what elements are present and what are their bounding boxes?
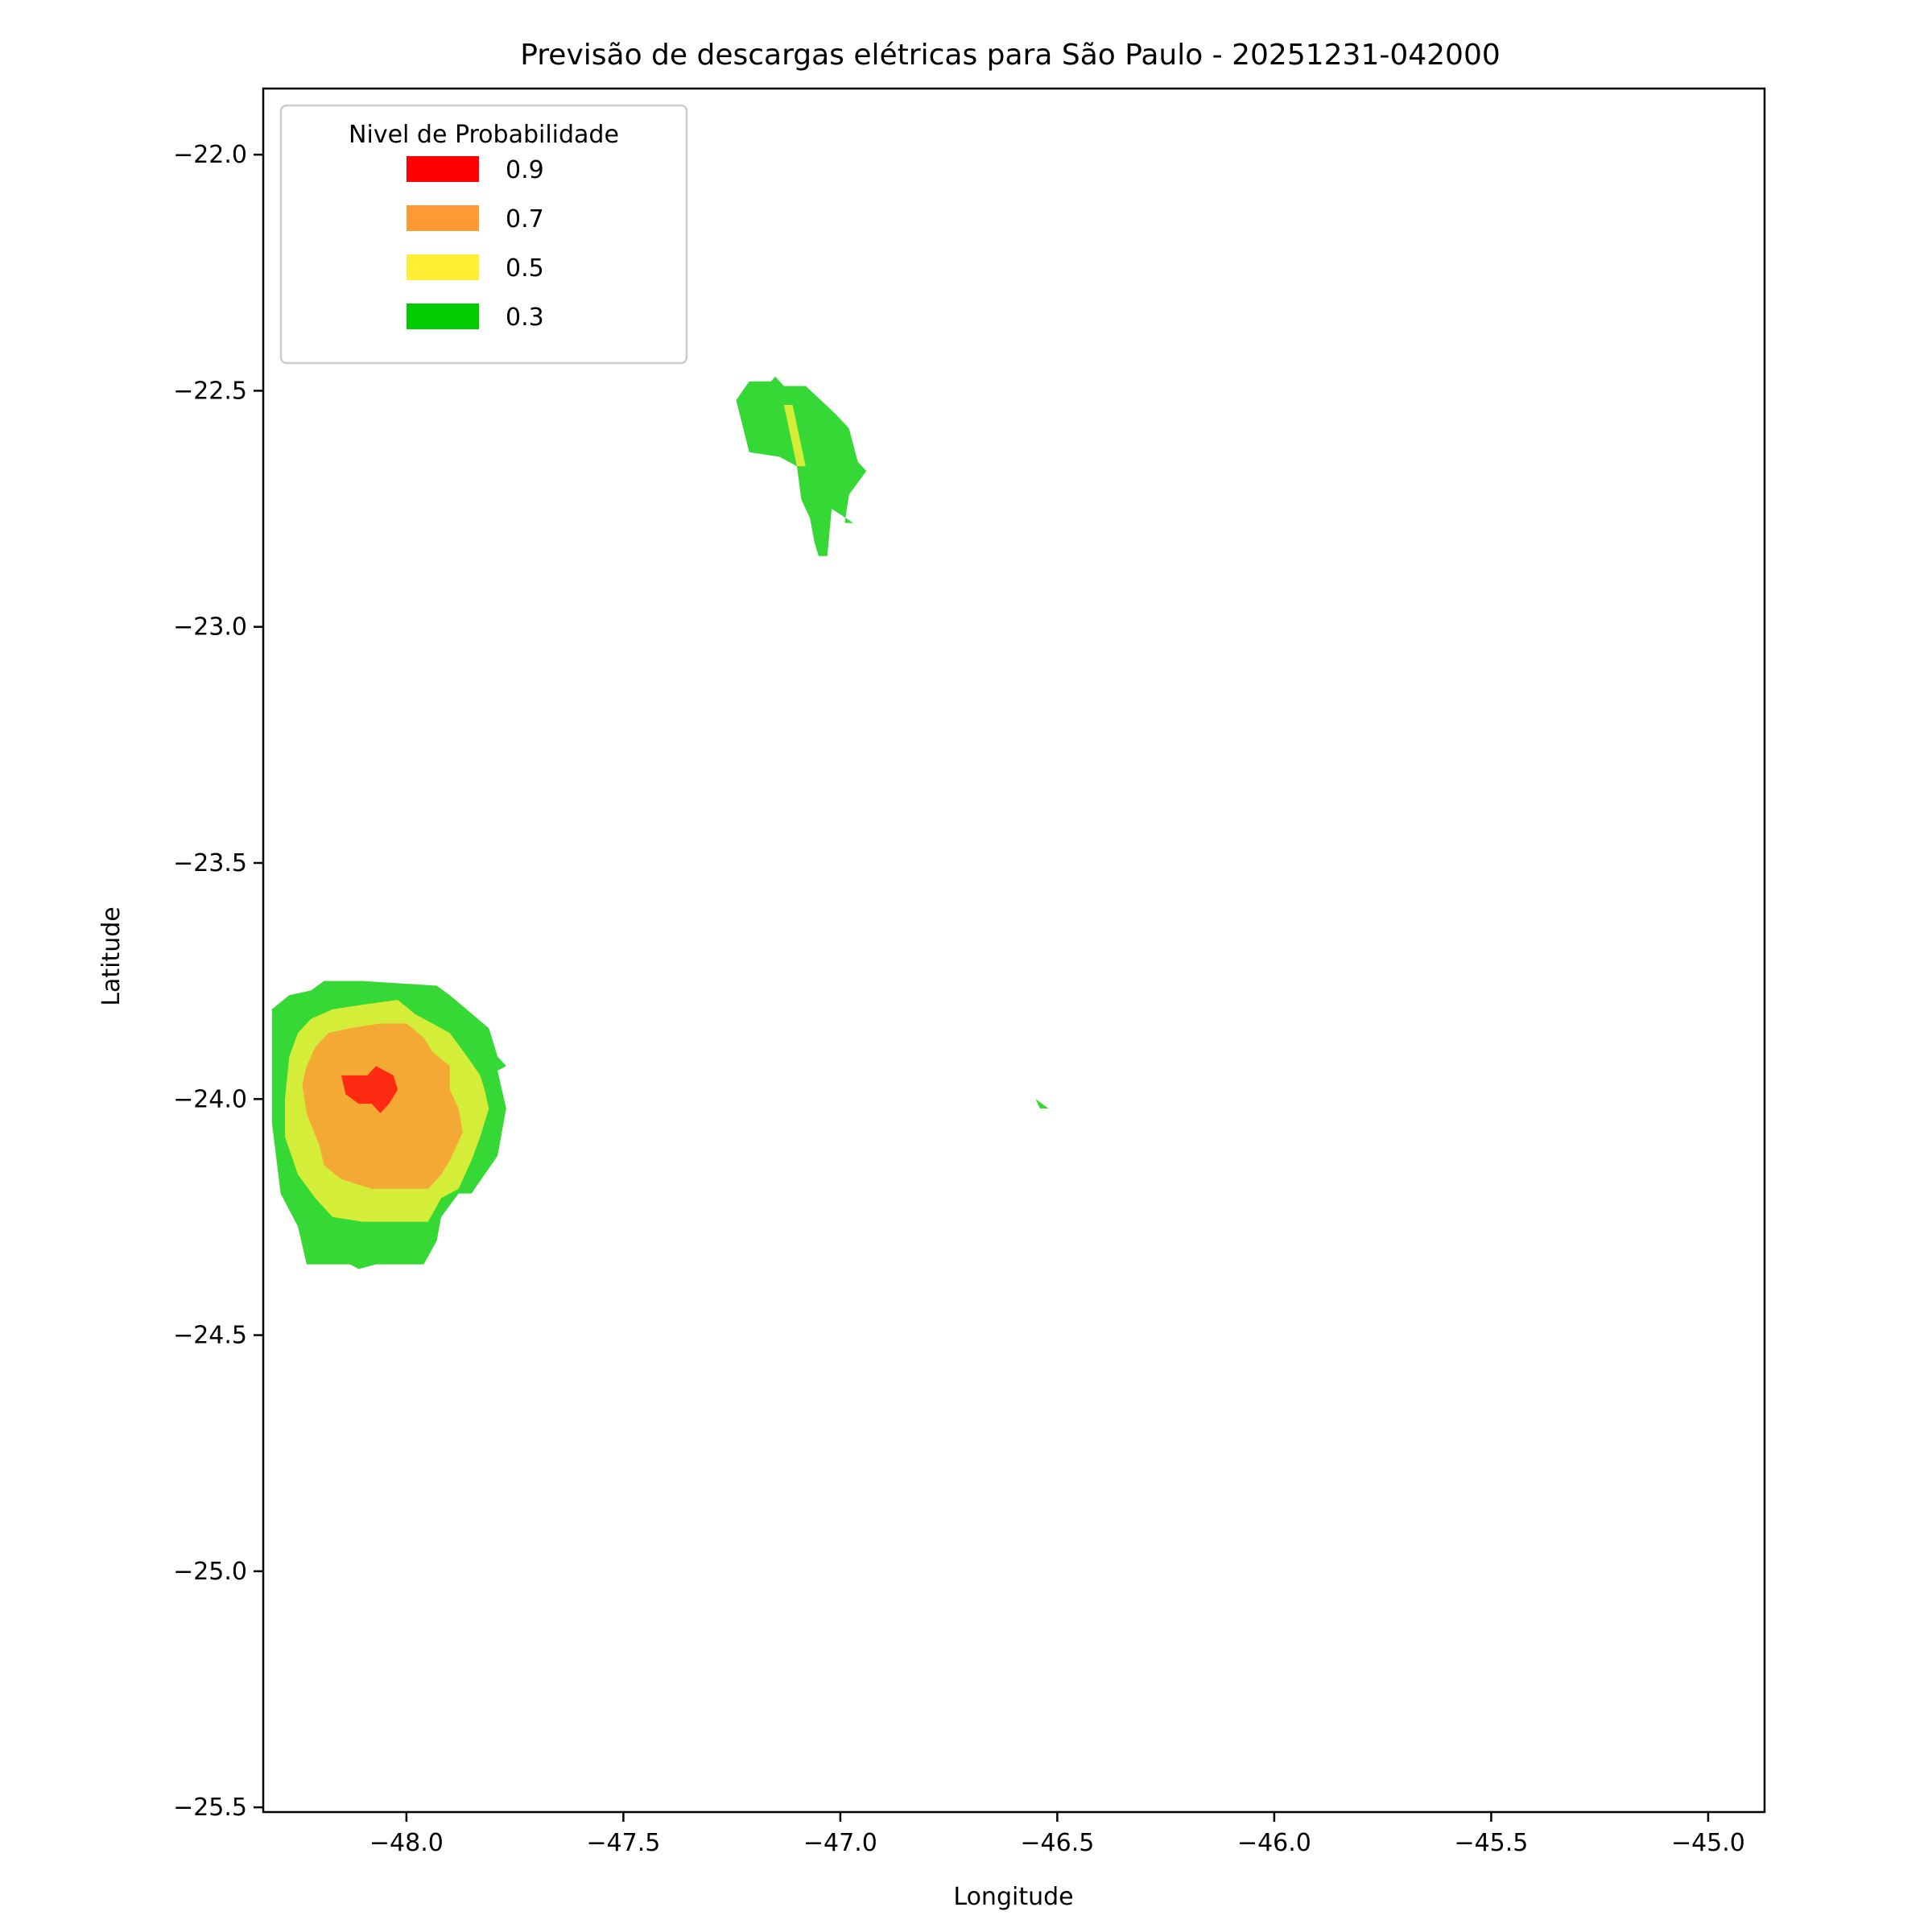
legend-swatch [407,303,479,329]
y-axis: −22.0 −22.5 −23.0 −23.5 −24.0 −24.5 −25.0 −25.5 [173,141,263,1822]
y-tick-label: −23.5 [173,849,247,877]
x-tick-label: −45.0 [1671,1829,1745,1857]
legend-frame [279,104,688,365]
y-tick-label: −22.5 [173,377,247,405]
x-axis-label: Longitude [953,1883,1073,1911]
y-axis-label: Latitude [97,906,126,1005]
legend-label: 0.7 [506,205,544,233]
southwest-cell-level-0.9 [341,1066,398,1113]
y-tick-label: −23.0 [173,613,247,642]
y-tick-label: −24.5 [173,1322,247,1350]
legend-label: 0.9 [506,156,544,184]
east-speck-level-0.3 [1035,1099,1049,1108]
x-axis: −48.0 −47.5 −47.0 −46.5 −46.0 −45.5 −45.0 [369,1812,1745,1857]
plot-frame [262,87,1766,1814]
x-tick-label: −45.5 [1454,1829,1528,1857]
x-tick-label: −46.5 [1020,1829,1094,1857]
northeast-cell-level-0.5 [783,405,806,467]
legend-swatch [407,254,479,280]
legend-swatch [407,205,479,231]
legend-label: 0.3 [506,303,544,332]
x-tick-label: −47.0 [803,1829,877,1857]
y-tick-label: −24.0 [173,1085,247,1113]
legend-title: Nivel de Probabilidade [349,121,619,149]
contour-regions [271,376,1049,1269]
x-tick-label: −46.0 [1237,1829,1311,1857]
chart-title: Previsão de descargas elétricas para São… [520,39,1501,72]
legend: Nivel de Probabilidade 0.9 0.7 0.5 0.3 [279,104,688,365]
y-tick-label: −25.0 [173,1558,247,1586]
x-tick-label: −47.5 [586,1829,660,1857]
legend-label: 0.5 [506,254,544,283]
legend-swatch [407,156,479,182]
x-tick-label: −48.0 [369,1829,444,1857]
y-tick-label: −22.0 [173,141,247,169]
y-tick-label: −25.5 [173,1794,247,1822]
